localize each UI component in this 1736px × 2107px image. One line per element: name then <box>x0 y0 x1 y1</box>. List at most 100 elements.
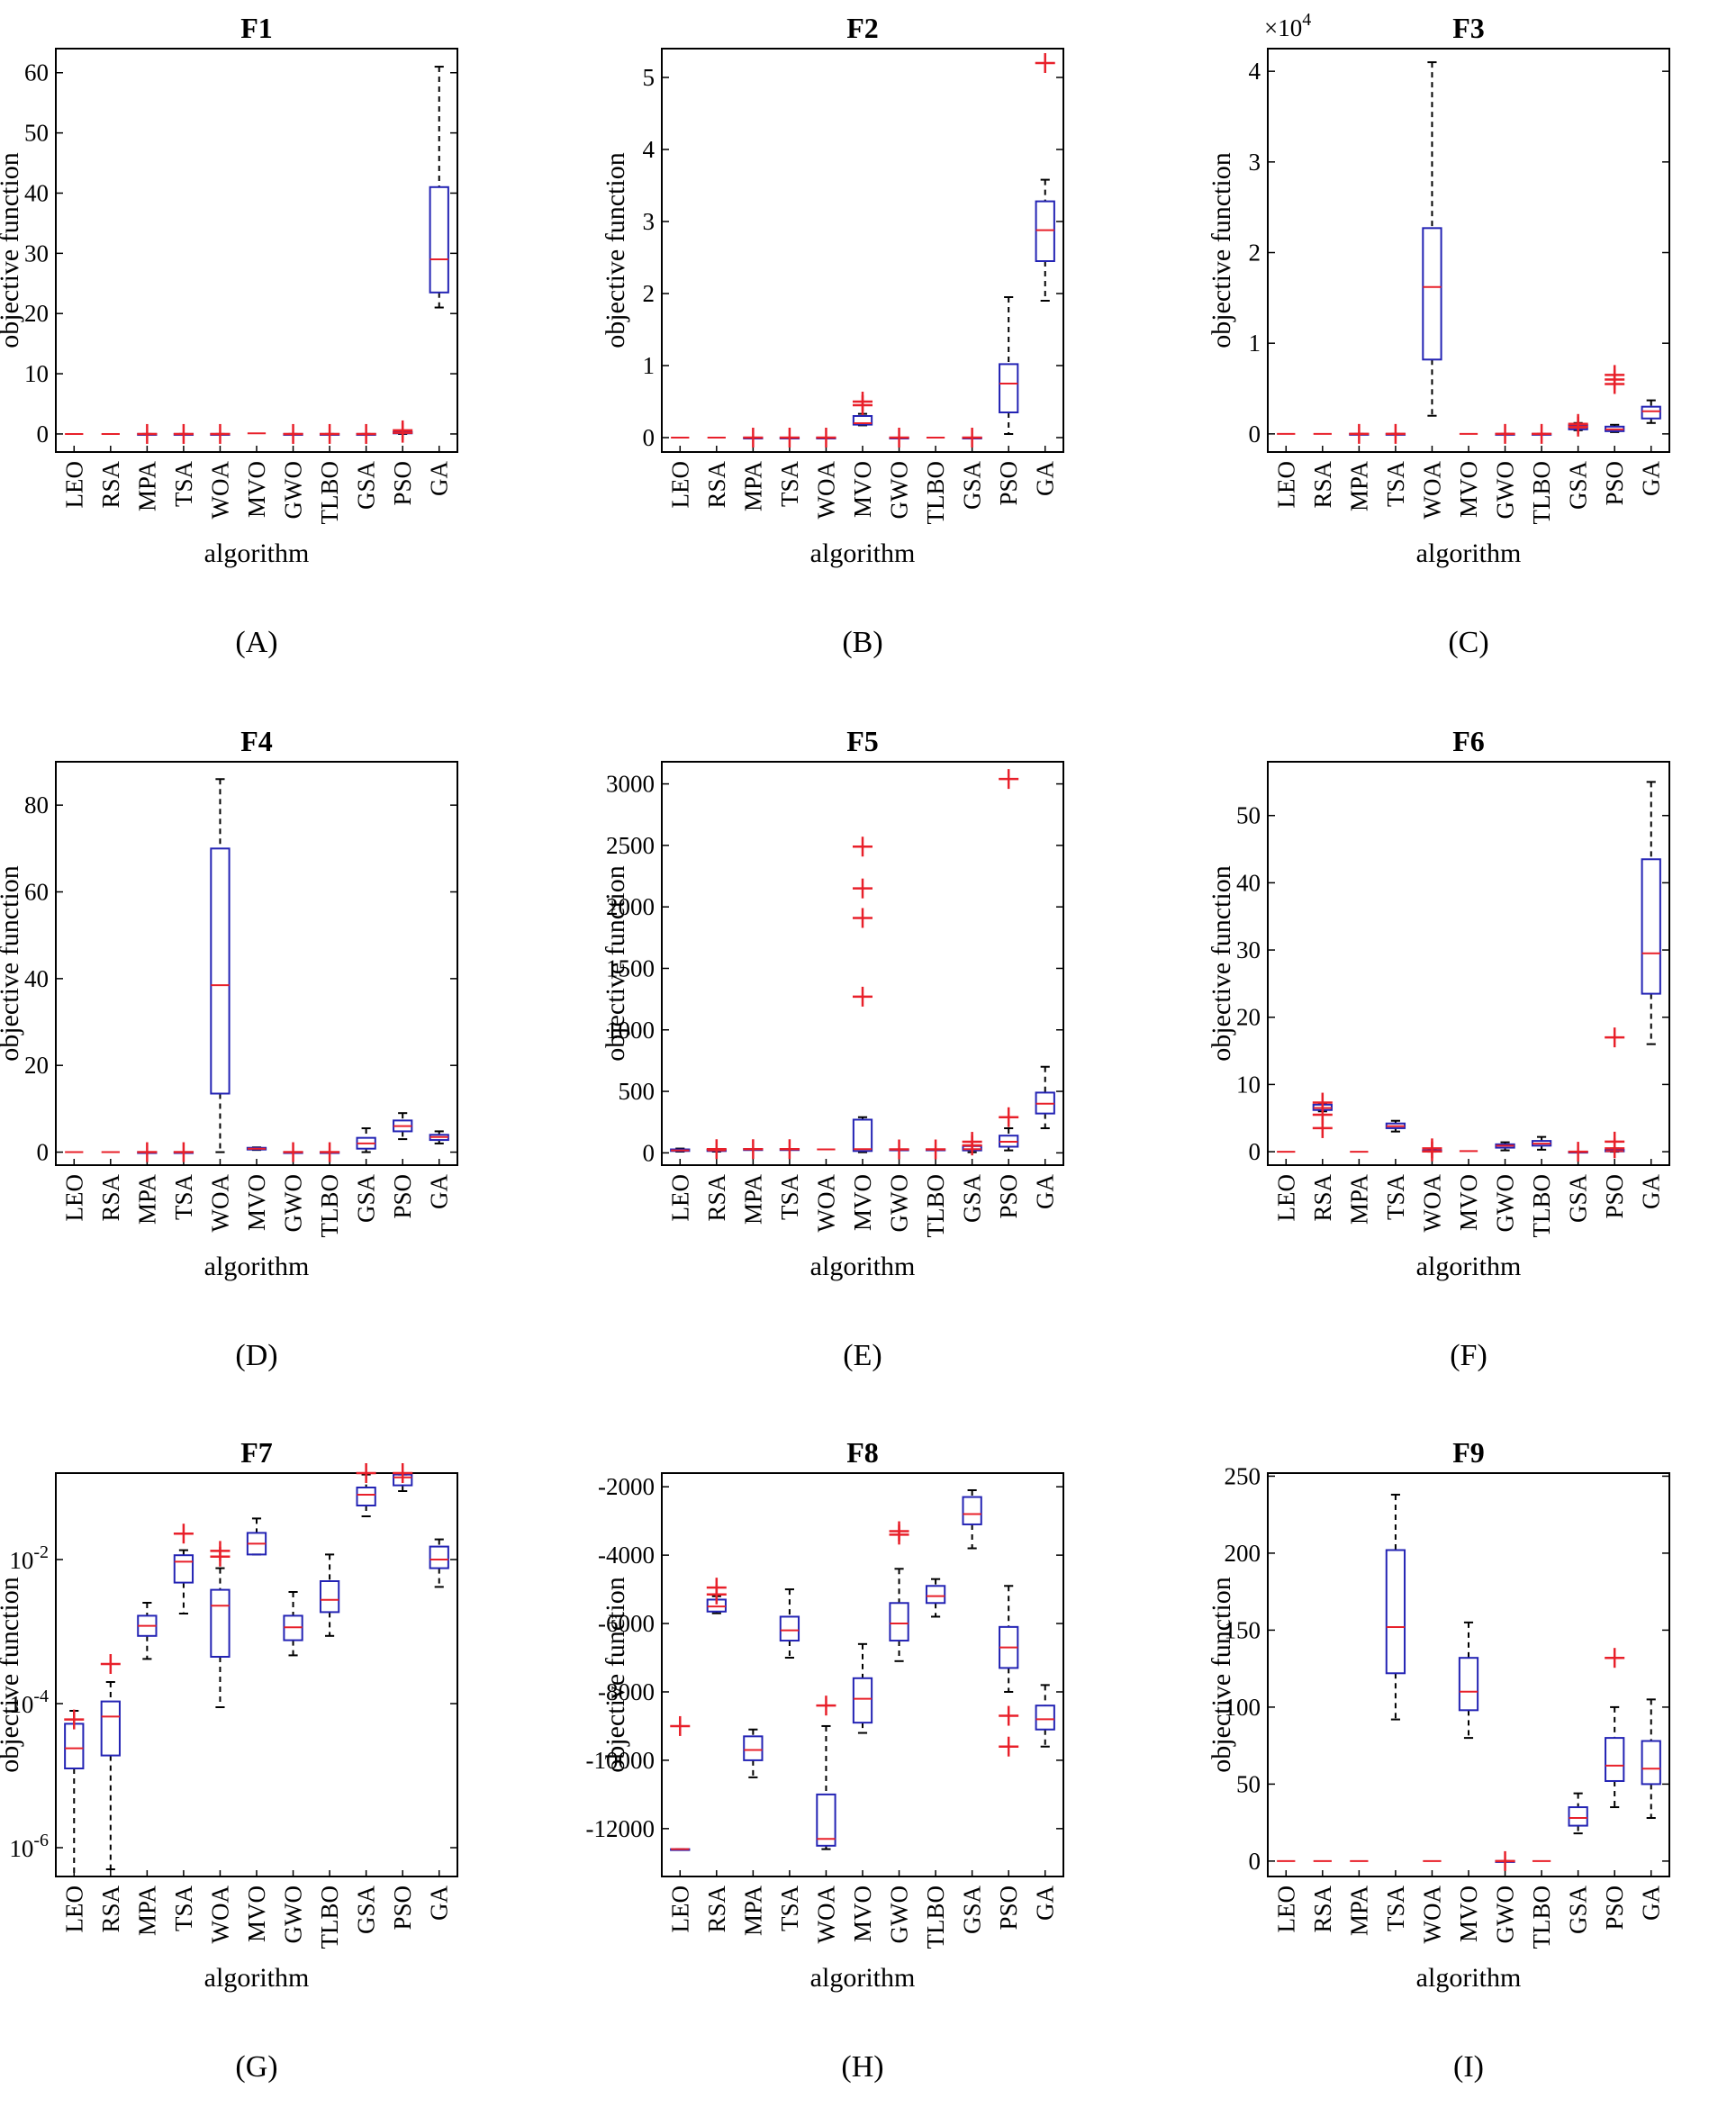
y-tick-label: 40 <box>24 965 49 992</box>
box-gsa <box>962 1132 982 1156</box>
x-category-label: PSO <box>389 1174 416 1219</box>
box-gwo <box>889 1521 909 1662</box>
x-category-label: RSA <box>1309 1885 1336 1933</box>
x-category-label: WOA <box>1418 1885 1445 1944</box>
box-gsa <box>1568 413 1588 437</box>
panel-title: F6 <box>1452 725 1485 757</box>
x-category-label: GWO <box>886 1885 913 1943</box>
exponent-base: ×10 <box>1264 14 1302 41</box>
panel-f2: F2 0 1 2 3 4 5 LEO RSA MPA TSA WOA MVO GWO TLBO GSA PSO G… <box>601 12 1064 659</box>
y-tick-label: 60 <box>24 879 49 906</box>
x-category-label: MVO <box>243 461 270 518</box>
y-axis-label: objective function <box>0 865 24 1061</box>
box-mvo <box>852 836 873 1153</box>
box-gsa <box>356 1127 376 1153</box>
x-category-label: GSA <box>959 461 986 511</box>
box-ga <box>1641 781 1661 1045</box>
x-category-label: TSA <box>170 1885 197 1932</box>
box-woa <box>210 778 231 1153</box>
x-category-label: MPA <box>739 1174 766 1225</box>
y-tick-label: 40 <box>1236 869 1261 896</box>
x-category-label: GA <box>1638 1174 1665 1209</box>
y-tick-label: 1000 <box>606 1017 655 1044</box>
x-category-label: GA <box>1032 461 1059 496</box>
box-pso <box>999 769 1019 1152</box>
y-tick-label: 2500 <box>606 832 655 859</box>
x-category-label: PSO <box>995 461 1022 506</box>
x-category-label: MPA <box>133 1174 160 1225</box>
y-tick-label: 3000 <box>606 771 655 798</box>
box-pso <box>1605 1027 1625 1159</box>
box-iqr <box>100 1700 121 1757</box>
x-category-label: PSO <box>1601 1174 1628 1219</box>
subpanel-label: (F) <box>1450 1339 1487 1372</box>
box-iqr <box>852 1118 873 1153</box>
box-tsa <box>173 423 194 444</box>
x-category-label: MPA <box>133 1885 160 1937</box>
box-tsa <box>1385 1119 1406 1133</box>
x-category-label: TLBO <box>922 1174 949 1238</box>
axis-exponent-label: ×104 <box>1264 10 1311 41</box>
y-tick-label: 4 <box>643 136 656 163</box>
x-category-label: TSA <box>170 461 197 508</box>
x-axis-label: algorithm <box>810 1252 916 1281</box>
x-axis-label: algorithm <box>1416 1252 1522 1281</box>
x-category-label: RSA <box>703 461 730 509</box>
x-category-label: GWO <box>1492 1885 1519 1943</box>
box-pso <box>999 296 1019 435</box>
x-category-label: RSA <box>97 1174 124 1222</box>
box-ga <box>1641 399 1661 424</box>
y-tick-label: 1500 <box>606 954 655 981</box>
y-tick-label: 10 <box>1236 1071 1261 1098</box>
subpanel-label: (B) <box>842 626 882 659</box>
y-tick-label: 30 <box>24 240 49 267</box>
box-mvo <box>246 1517 267 1556</box>
x-category-label: PSO <box>1601 461 1628 506</box>
box-pso <box>393 1463 413 1492</box>
box-iqr <box>356 1487 376 1506</box>
box-iqr <box>1385 1549 1406 1675</box>
x-category-label: GWO <box>280 1885 307 1943</box>
box-tlbo <box>1531 423 1552 444</box>
x-category-label: LEO <box>1272 461 1299 508</box>
y-tick-label: 2000 <box>606 893 655 920</box>
box-woa <box>210 1541 231 1708</box>
panel-f4: F4 0 20 40 60 80 LEO RSA MPA TSA WOA MVO GWO TLBO GSA P… <box>0 725 458 1372</box>
tick-base: 10 <box>9 1691 33 1718</box>
box-ga <box>429 1130 449 1144</box>
box-tlbo <box>319 1553 340 1637</box>
y-tick-label: 250 <box>1225 1462 1261 1489</box>
box-ga <box>429 1538 449 1588</box>
x-category-label: GSA <box>1565 1885 1592 1935</box>
box-leo <box>670 1147 691 1153</box>
box-woa <box>816 428 836 448</box>
x-category-label: GSA <box>1565 1174 1592 1224</box>
box-gsa <box>962 1488 982 1550</box>
box-gwo <box>283 1591 303 1657</box>
x-category-label: RSA <box>1309 1174 1336 1222</box>
y-tick-label: 80 <box>24 791 49 818</box>
subpanel-label: (D) <box>235 1339 277 1372</box>
box-iqr <box>1035 200 1055 263</box>
box-tlbo <box>925 1139 946 1160</box>
x-category-label: MVO <box>1455 1174 1482 1231</box>
box-tlbo <box>1531 1135 1552 1151</box>
y-tick-label: -2000 <box>598 1473 655 1500</box>
box-gwo <box>1495 1141 1515 1152</box>
box-mpa <box>1349 423 1370 444</box>
x-category-label: RSA <box>1309 461 1336 509</box>
x-category-label: TLBO <box>922 461 949 525</box>
x-category-label: GWO <box>1492 1174 1519 1232</box>
x-category-label: GSA <box>353 1174 380 1224</box>
panel-f8: F8 -12000 -10000 -8000 -6000 -4000 -2000 LEO RSA… <box>586 1436 1064 2084</box>
x-category-label: PSO <box>389 1885 416 1931</box>
y-tick-label: 30 <box>1236 936 1261 963</box>
x-category-label: GA <box>1638 1885 1665 1921</box>
box-ga <box>1035 1065 1055 1130</box>
box-tsa <box>173 1142 194 1162</box>
subpanel-label: (E) <box>843 1339 882 1372</box>
x-category-label: PSO <box>389 461 416 506</box>
axis-frame <box>661 48 1064 453</box>
